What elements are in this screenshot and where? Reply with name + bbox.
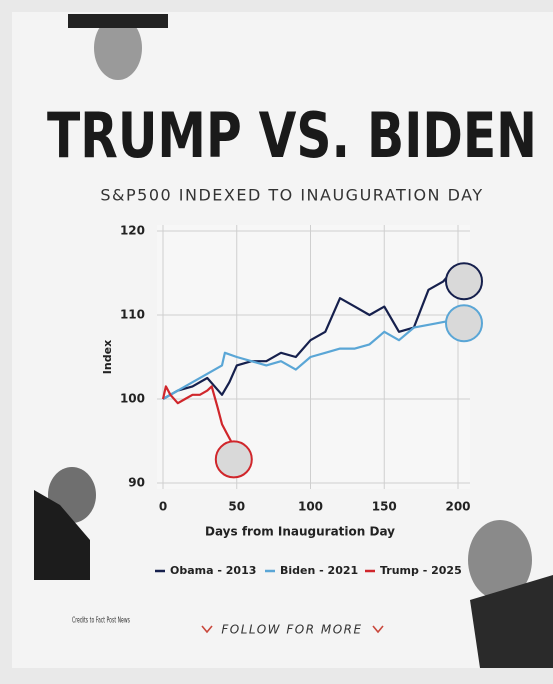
chevron [201, 625, 213, 634]
y-tick-label: 100 [120, 392, 145, 406]
portrait-badge [214, 440, 253, 479]
x-tick-label: 0 [159, 500, 167, 514]
x-tick-label: 50 [228, 500, 245, 514]
call-to-action: FOLLOW FOR MORE [221, 623, 362, 637]
title: TRUMP VS. BIDEN [47, 99, 537, 172]
portrait-suit [34, 490, 90, 580]
plot: 90 100 110 120 0 50 100 150 200 Obama - 2013 Biden… [120, 224, 483, 577]
portrait-badge [445, 304, 483, 343]
portrait-suit [470, 575, 553, 668]
y-axis-label: Index [101, 340, 114, 374]
x-axis-label: Days from Inauguration Day [205, 525, 395, 539]
y-tick-label: 120 [120, 224, 145, 238]
series-line [161, 385, 235, 450]
y-tick-label: 90 [128, 476, 145, 490]
series-line [162, 271, 459, 400]
legend-label: Obama - 2013 [170, 564, 256, 577]
credits: Credits to Fact Post News [72, 616, 130, 625]
x-tick-label: 150 [372, 500, 397, 514]
portrait [468, 520, 532, 600]
portrait-badge [445, 262, 483, 301]
x-tick-label: 200 [445, 500, 470, 514]
x-tick-label: 100 [298, 500, 323, 514]
subtitle: S&P500 INDEXED TO INAUGURATION DAY [100, 186, 483, 205]
y-tick-label: 110 [120, 308, 145, 322]
portrait [94, 16, 142, 80]
chevron [372, 625, 384, 634]
portrait-suit [68, 14, 168, 28]
series-line [162, 318, 459, 400]
legend-label: Trump - 2025 [380, 564, 462, 577]
legend-label: Biden - 2021 [280, 564, 358, 577]
